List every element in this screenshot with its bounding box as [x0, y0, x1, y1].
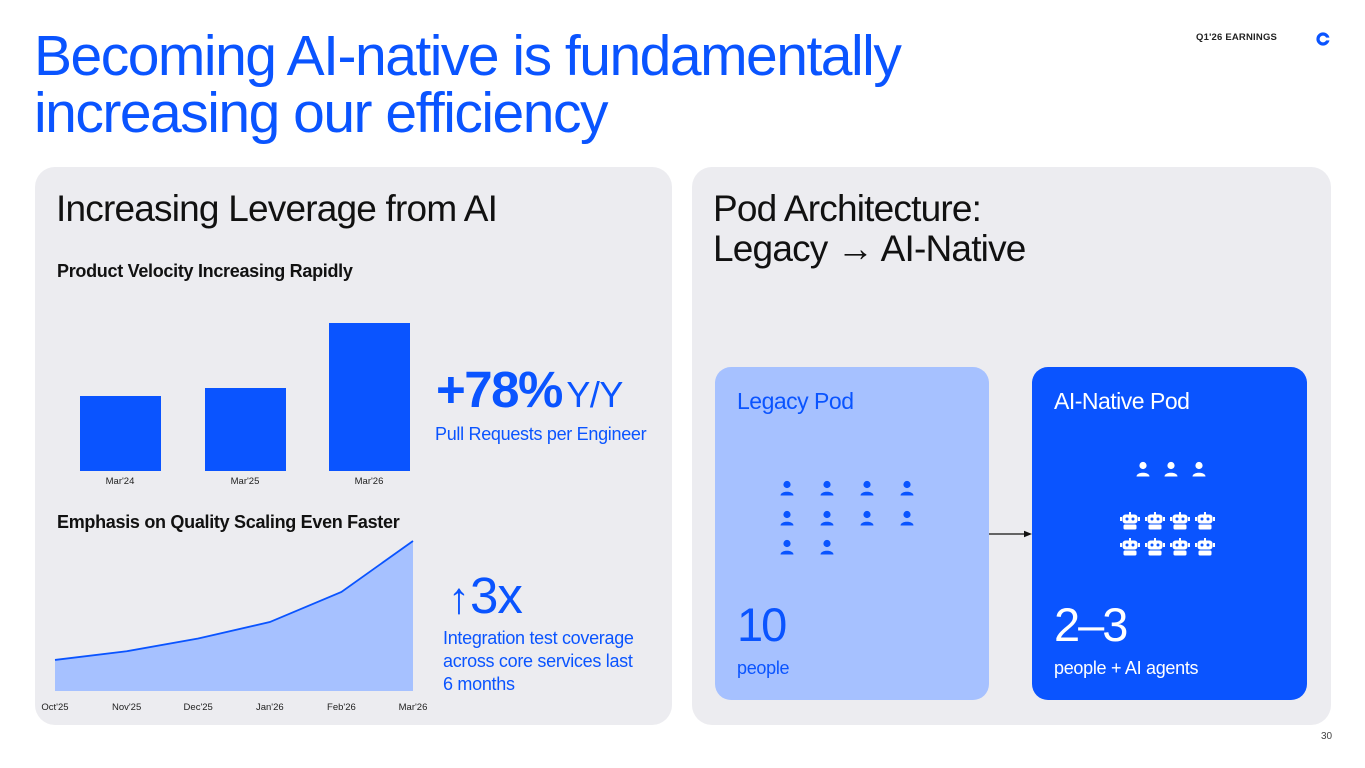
quality-area-fill [55, 541, 413, 691]
ai-pod-count: 2–3 [1054, 598, 1128, 651]
person-icon [820, 480, 834, 496]
ai-pod-caption: people + AI agents [1054, 658, 1199, 678]
velocity-stat-caption: Pull Requests per Engineer [435, 424, 647, 444]
person-icon [820, 510, 834, 526]
velocity-x-tick: Mar'26 [354, 476, 384, 487]
velocity-stat: +78% Y/Y [436, 360, 623, 419]
velocity-stat-value: +78% [436, 361, 563, 418]
person-icon [1164, 461, 1178, 477]
quality-x-tick: Dec'25 [184, 702, 213, 713]
ai-agent-icon [1170, 512, 1190, 530]
person-icon [780, 510, 794, 526]
quality-caption-line1: Integration test coverage [443, 628, 634, 648]
quality-stat: ↑3x [448, 566, 523, 625]
legacy-pod-caption: people [737, 658, 790, 678]
ai-agent-icon [1120, 512, 1140, 530]
pod-architecture-title-line2: Legacy → AI-Native [713, 228, 1026, 269]
legacy-pod-title: Legacy Pod [737, 388, 854, 414]
quality-caption-line2: across core services last [443, 651, 633, 671]
ai-agent-icon [1120, 538, 1140, 556]
ai-pod-title: AI-Native Pod [1054, 388, 1190, 414]
page-title-line2: increasing our efficiency [34, 81, 608, 145]
velocity-bar [79, 395, 161, 471]
quality-label: Emphasis on Quality Scaling Even Faster [57, 512, 400, 532]
legacy-pod-count: 10 [737, 598, 787, 651]
page-number: 30 [1321, 731, 1333, 742]
quality-area-chart: Oct'25 Nov'25 Dec'25 Jan'26 Feb'26 Mar'26 [41, 540, 428, 713]
velocity-label: Product Velocity Increasing Rapidly [57, 261, 353, 281]
ai-agent-icon [1195, 512, 1215, 530]
quality-series-line [54, 540, 414, 661]
quality-x-tick: Feb'26 [327, 702, 356, 713]
pod-architecture-title-line1: Pod Architecture: [713, 188, 982, 229]
quality-x-tick: Mar'26 [399, 702, 428, 713]
legacy-pod-card: Legacy Pod 10 people [715, 367, 989, 700]
person-icon [860, 510, 874, 526]
person-icon [900, 510, 914, 526]
ai-agent-icon [1145, 512, 1165, 530]
arrow-right-icon [989, 530, 1032, 538]
pod-architecture-title: Pod Architecture: Legacy → AI-Native [713, 189, 1026, 269]
quality-x-tick: Jan'26 [256, 702, 284, 713]
quality-caption-line3: 6 months [443, 674, 515, 694]
page-title-line1: Becoming AI-native is fundamentally [34, 24, 902, 88]
ai-agent-icon [1195, 538, 1215, 556]
arrow-up-icon: ↑ [448, 574, 470, 623]
page-title: Becoming AI-native is fundamentally incr… [34, 24, 902, 145]
earnings-tag: Q1'26 EARNINGS [1196, 32, 1278, 43]
ai-leverage-card: Increasing Leverage from AI Product Velo… [35, 167, 672, 725]
velocity-x-tick: Mar'25 [230, 476, 260, 487]
company-logo-icon [1316, 32, 1330, 46]
velocity-x-tick: Mar'24 [105, 476, 135, 487]
quality-x-tick: Nov'25 [112, 702, 141, 713]
person-icon [860, 480, 874, 496]
person-icon [820, 539, 834, 555]
ai-agent-icon [1170, 538, 1190, 556]
person-icon [780, 539, 794, 555]
person-icon [780, 480, 794, 496]
quality-x-tick: Oct'25 [41, 702, 68, 713]
ai-agent-icon [1145, 538, 1165, 556]
person-icon [1192, 461, 1206, 477]
velocity-bar [204, 387, 286, 471]
person-icon [1136, 461, 1150, 477]
velocity-stat-unit: Y/Y [566, 374, 623, 415]
quality-stat-value: 3x [470, 567, 523, 624]
ai-native-pod-card: AI-Native Pod 2–3 people + AI agents [1032, 367, 1307, 700]
ai-leverage-title: Increasing Leverage from AI [56, 188, 498, 229]
person-icon [900, 480, 914, 496]
velocity-bar [328, 323, 410, 471]
quality-stat-caption: Integration test coverage across core se… [443, 627, 634, 696]
